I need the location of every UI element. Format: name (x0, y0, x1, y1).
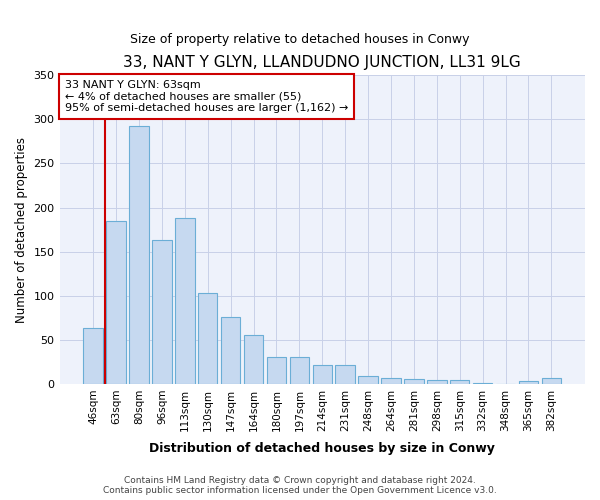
Bar (106, 221, 126, 384)
Y-axis label: Number of detached properties: Number of detached properties (15, 136, 28, 322)
Bar (358, 376, 378, 384)
X-axis label: Distribution of detached houses by size in Conwy: Distribution of detached houses by size … (149, 442, 495, 455)
Title: 33, NANT Y GLYN, LLANDUDNO JUNCTION, LL31 9LG: 33, NANT Y GLYN, LLANDUDNO JUNCTION, LL3… (124, 55, 521, 70)
Bar (427, 380, 446, 384)
Bar (450, 380, 469, 384)
Bar (290, 358, 309, 384)
Bar (473, 383, 493, 384)
Bar (175, 218, 194, 384)
Bar (129, 126, 149, 384)
Bar (152, 240, 172, 384)
Bar (198, 293, 217, 384)
Text: 33 NANT Y GLYN: 63sqm
← 4% of detached houses are smaller (55)
95% of semi-detac: 33 NANT Y GLYN: 63sqm ← 4% of detached h… (65, 80, 348, 113)
Bar (542, 378, 561, 384)
Bar (404, 380, 424, 384)
Bar (267, 358, 286, 384)
Bar (221, 317, 241, 384)
Bar (335, 364, 355, 384)
Bar (519, 382, 538, 384)
Bar (381, 378, 401, 384)
Bar (83, 328, 103, 384)
Bar (313, 366, 332, 384)
Text: Size of property relative to detached houses in Conwy: Size of property relative to detached ho… (130, 32, 470, 46)
Text: Contains HM Land Registry data © Crown copyright and database right 2024.
Contai: Contains HM Land Registry data © Crown c… (103, 476, 497, 495)
Bar (244, 334, 263, 384)
